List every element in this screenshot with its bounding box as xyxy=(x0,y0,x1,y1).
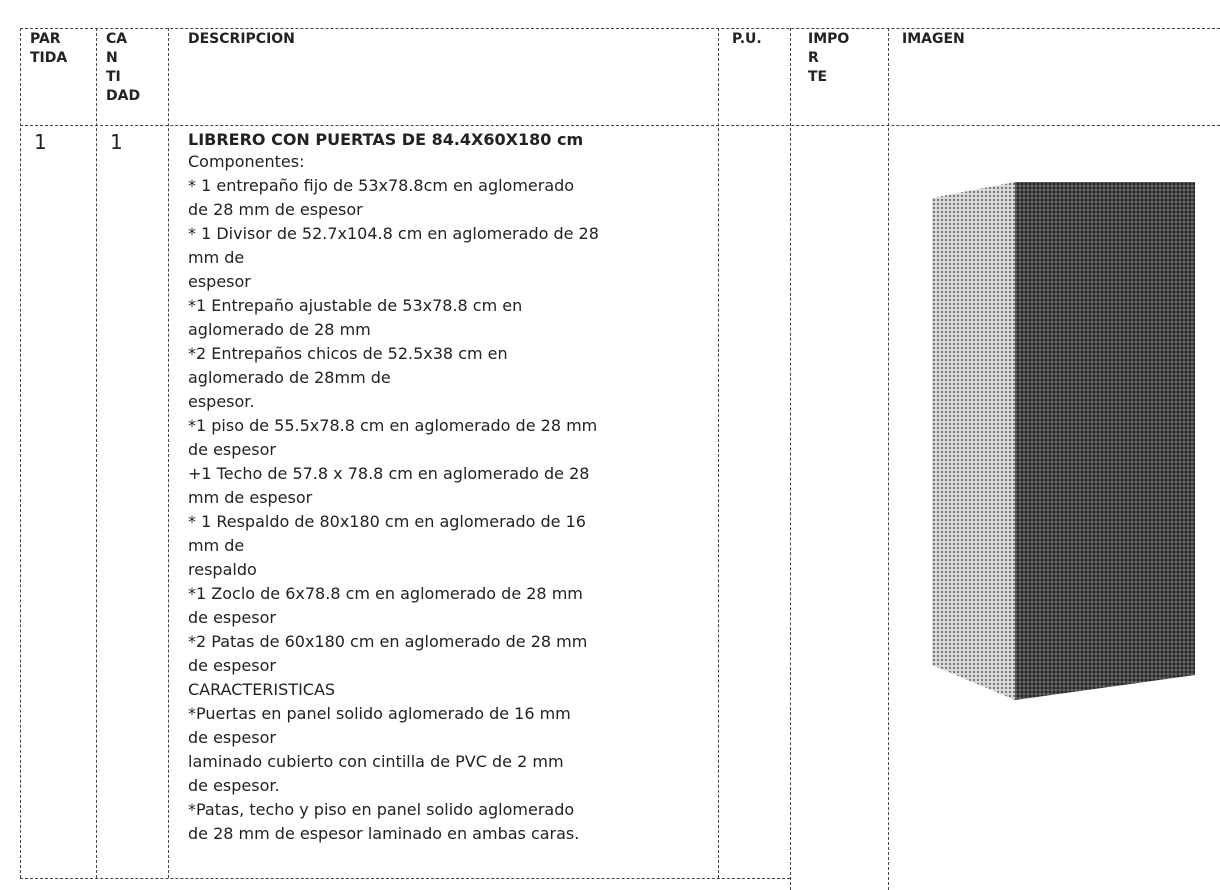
cabinet-image xyxy=(932,182,1195,700)
description-line: espesor. xyxy=(188,392,255,411)
rule xyxy=(790,28,791,890)
cantidad: 1 xyxy=(110,130,123,154)
description-line: respaldo xyxy=(188,560,257,579)
header-cell: DAD xyxy=(106,88,141,104)
description-line: CARACTERISTICAS xyxy=(188,680,336,699)
description-line: mm de xyxy=(188,248,245,267)
description-line: aglomerado de 28 mm xyxy=(188,320,371,339)
description-line: *2 Patas de 60x180 cm en aglomerado de 2… xyxy=(188,632,588,651)
description-line: *Puertas en panel solido aglomerado de 1… xyxy=(188,704,571,723)
rule xyxy=(888,28,889,890)
description-line: de 28 mm de espesor laminado en ambas ca… xyxy=(188,824,580,843)
rule xyxy=(20,28,21,878)
rule xyxy=(96,28,97,878)
rule xyxy=(718,28,719,878)
description-line: * 1 entrepaño fijo de 53x78.8cm en aglom… xyxy=(188,176,575,195)
description-line: de espesor xyxy=(188,440,276,459)
header-cell: TE xyxy=(808,69,828,85)
header-cell: R xyxy=(808,50,819,66)
description-line: * 1 Respaldo de 80x180 cm en aglomerado … xyxy=(188,512,586,531)
rule xyxy=(20,125,1220,126)
partida: 1 xyxy=(34,130,47,154)
description-line: *1 piso de 55.5x78.8 cm en aglomerado de… xyxy=(188,416,598,435)
rule xyxy=(20,28,1220,29)
description-line: *1 Zoclo de 6x78.8 cm en aglomerado de 2… xyxy=(188,584,583,603)
description-line: de espesor xyxy=(188,728,276,747)
rule xyxy=(20,878,790,879)
description-line: de 28 mm de espesor xyxy=(188,200,363,219)
description-line: *Patas, techo y piso en panel solido agl… xyxy=(188,800,575,819)
item-title: LIBRERO CON PUERTAS DE 84.4X60X180 cm xyxy=(188,130,584,149)
header-cell: TI xyxy=(106,69,121,85)
description-line: mm de xyxy=(188,536,245,555)
description-line: laminado cubierto con cintilla de PVC de… xyxy=(188,752,564,771)
rule xyxy=(168,28,169,878)
header-cell: CA xyxy=(106,31,128,47)
header-cell: N xyxy=(106,50,118,66)
description-line: de espesor xyxy=(188,656,276,675)
description-line: de espesor xyxy=(188,608,276,627)
description-line: *2 Entrepaños chicos de 52.5x38 cm en xyxy=(188,344,508,363)
description-line: Componentes: xyxy=(188,152,305,171)
header-cell: PAR xyxy=(30,31,61,47)
header-cell: IMPO xyxy=(808,31,850,47)
header-cell: IMAGEN xyxy=(902,31,965,47)
header-cell: P.U. xyxy=(732,31,762,47)
header-cell: TIDA xyxy=(30,50,68,66)
description-line: mm de espesor xyxy=(188,488,313,507)
description-line: * 1 Divisor de 52.7x104.8 cm en aglomera… xyxy=(188,224,599,243)
description-line: *1 Entrepaño ajustable de 53x78.8 cm en xyxy=(188,296,523,315)
header-cell: DESCRIPCION xyxy=(188,31,295,47)
description-line: de espesor. xyxy=(188,776,280,795)
description-line: espesor xyxy=(188,272,251,291)
description-line: +1 Techo de 57.8 x 78.8 cm en aglomerado… xyxy=(188,464,590,483)
description-line: aglomerado de 28mm de xyxy=(188,368,391,387)
